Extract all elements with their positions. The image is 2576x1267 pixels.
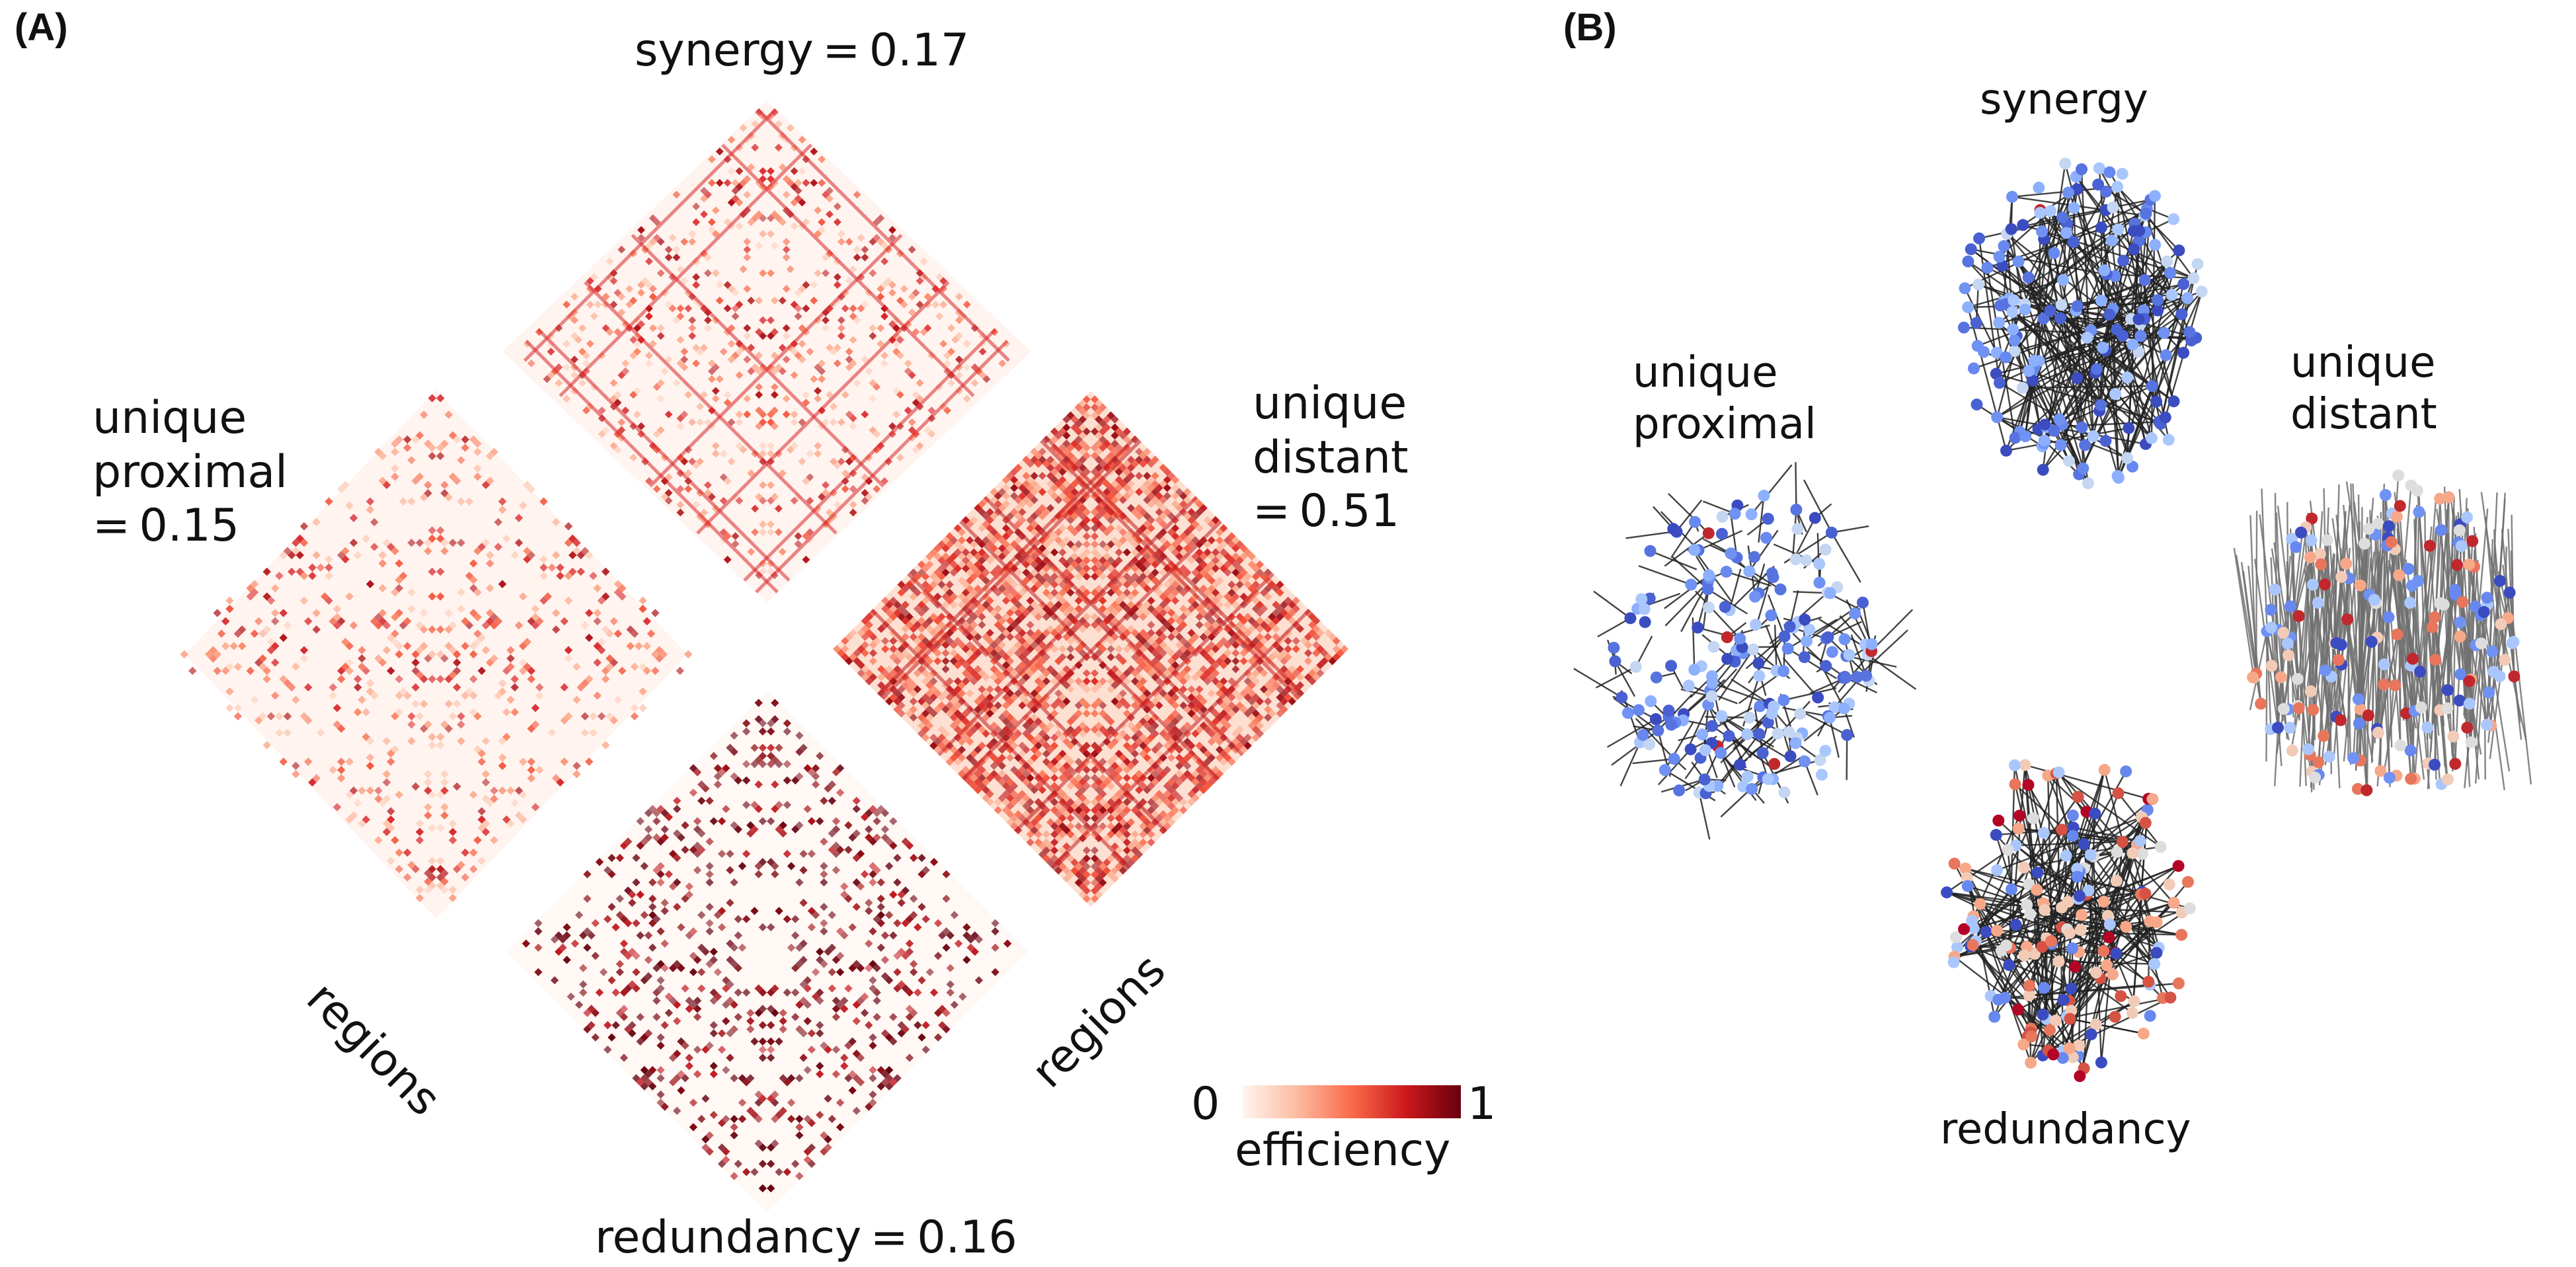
- panel-a-letter: (A): [15, 6, 68, 49]
- redundancy-matrix-label: redundancy = 0.16: [595, 1211, 1017, 1264]
- redundancy-network-label: redundancy: [1940, 1105, 2191, 1154]
- unique-distant-network-label: unique distant: [2290, 338, 2437, 440]
- synergy-network: [1957, 157, 2208, 490]
- synergy-cell-grid: [523, 108, 1011, 594]
- synergy-matrix: [502, 100, 1031, 603]
- unique-distant-matrix-cells: [833, 395, 1348, 903]
- redundancy-matrix-cells: [522, 699, 1012, 1193]
- redundancy-matrix-background: [506, 691, 1028, 1213]
- redundancy-network: [1941, 759, 2196, 1083]
- unique-proximal-network-nodes: [1608, 489, 1878, 800]
- unique-distant-matrix-label: unique distant = 0.51: [1253, 377, 1409, 538]
- redundancy-matrix: [506, 691, 1028, 1213]
- unique-distant-matrix: [833, 391, 1348, 907]
- unique-distant-network: [2233, 469, 2532, 796]
- synergy-network-label: synergy: [1980, 75, 2148, 124]
- synergy-matrix-background: [502, 100, 1031, 603]
- redundancy-network-nodes: [1941, 759, 2196, 1083]
- colorbar-title: efficiency: [1235, 1124, 1451, 1176]
- synergy-network-nodes: [1957, 157, 2208, 490]
- unique-distant-network-nodes: [2247, 469, 2520, 796]
- colorbar-max-label: 1: [1467, 1078, 1497, 1130]
- unique-distant-cell-grid: [833, 395, 1348, 903]
- redundancy-cell-grid: [522, 699, 1012, 1193]
- unique-proximal-network: [1573, 462, 1917, 840]
- unique-proximal-network-label: unique proximal: [1633, 348, 1816, 449]
- panel-b-letter: (B): [1563, 6, 1617, 49]
- synergy-matrix-cells: [523, 108, 1011, 594]
- efficiency-colorbar: [1243, 1085, 1461, 1118]
- unique-proximal-matrix-label: unique proximal = 0.15: [93, 392, 288, 553]
- synergy-matrix-label: synergy = 0.17: [635, 24, 970, 77]
- colorbar-min-label: 0: [1191, 1078, 1220, 1130]
